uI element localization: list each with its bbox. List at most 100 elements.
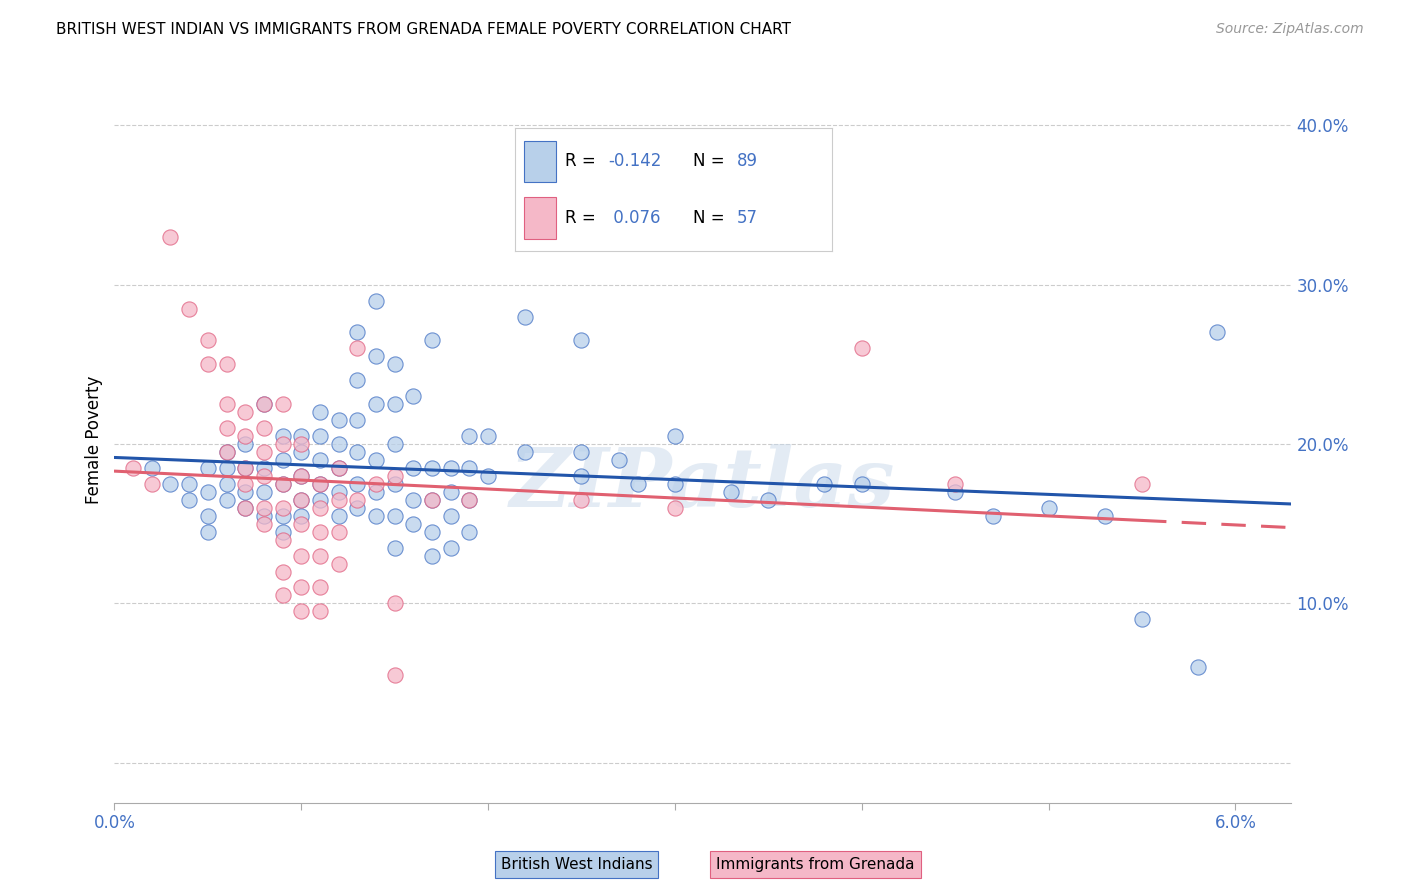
Point — [271, 508, 294, 523]
Point — [159, 229, 181, 244]
Point — [458, 429, 481, 443]
Point — [309, 549, 332, 563]
Point — [346, 445, 368, 459]
Text: ZIPatlas: ZIPatlas — [510, 443, 896, 524]
Point — [215, 461, 238, 475]
Point — [851, 342, 873, 356]
Point — [141, 476, 163, 491]
Point — [309, 405, 332, 419]
Point — [1038, 500, 1060, 515]
Point — [515, 445, 537, 459]
Point — [179, 476, 201, 491]
Point — [328, 413, 350, 427]
Point — [402, 492, 425, 507]
Point — [290, 429, 312, 443]
Point — [440, 461, 463, 475]
Point — [756, 492, 779, 507]
Point — [197, 524, 219, 539]
Point — [384, 668, 406, 682]
Point — [309, 492, 332, 507]
Point — [253, 468, 276, 483]
Point — [458, 492, 481, 507]
Point — [477, 468, 499, 483]
Point — [179, 492, 201, 507]
Point — [402, 516, 425, 531]
Point — [420, 492, 443, 507]
Point — [943, 476, 966, 491]
Point — [328, 492, 350, 507]
Point — [309, 581, 332, 595]
Point — [253, 397, 276, 411]
Point — [458, 461, 481, 475]
Point — [420, 461, 443, 475]
Point — [233, 500, 256, 515]
Text: British West Indians: British West Indians — [501, 857, 652, 872]
Text: BRITISH WEST INDIAN VS IMMIGRANTS FROM GRENADA FEMALE POVERTY CORRELATION CHART: BRITISH WEST INDIAN VS IMMIGRANTS FROM G… — [56, 22, 792, 37]
Point — [720, 484, 742, 499]
Point — [309, 476, 332, 491]
Point — [253, 508, 276, 523]
Point — [384, 596, 406, 610]
Point — [384, 357, 406, 371]
Point — [458, 492, 481, 507]
Point — [253, 397, 276, 411]
Point — [253, 516, 276, 531]
Point — [477, 429, 499, 443]
Point — [309, 604, 332, 618]
Point — [309, 453, 332, 467]
Point — [384, 541, 406, 555]
Point — [364, 484, 387, 499]
Point — [364, 476, 387, 491]
Point — [440, 508, 463, 523]
Point — [346, 326, 368, 340]
Point — [440, 541, 463, 555]
Point — [384, 468, 406, 483]
Point — [384, 437, 406, 451]
Point — [215, 445, 238, 459]
Point — [215, 421, 238, 435]
Point — [328, 461, 350, 475]
Point — [253, 500, 276, 515]
Point — [290, 581, 312, 595]
Point — [458, 524, 481, 539]
Point — [364, 349, 387, 363]
Y-axis label: Female Poverty: Female Poverty — [86, 376, 103, 504]
Point — [309, 429, 332, 443]
Point — [346, 500, 368, 515]
Point — [309, 500, 332, 515]
Point — [233, 461, 256, 475]
Point — [328, 508, 350, 523]
Point — [271, 500, 294, 515]
Point — [290, 437, 312, 451]
Point — [253, 484, 276, 499]
Point — [197, 484, 219, 499]
Point — [384, 476, 406, 491]
Point — [215, 476, 238, 491]
Point — [571, 468, 593, 483]
Point — [1130, 612, 1153, 626]
Point — [233, 461, 256, 475]
Point — [215, 492, 238, 507]
Point — [364, 453, 387, 467]
Point — [271, 476, 294, 491]
Point — [290, 516, 312, 531]
Point — [233, 429, 256, 443]
Point — [197, 461, 219, 475]
Point — [159, 476, 181, 491]
Point — [515, 310, 537, 324]
Point — [290, 492, 312, 507]
Point — [253, 421, 276, 435]
Point — [309, 476, 332, 491]
Point — [402, 389, 425, 403]
Point — [233, 484, 256, 499]
Point — [571, 492, 593, 507]
Point — [328, 437, 350, 451]
Point — [328, 524, 350, 539]
Point — [813, 476, 835, 491]
Point — [233, 500, 256, 515]
Point — [253, 461, 276, 475]
Point — [290, 508, 312, 523]
Text: Immigrants from Grenada: Immigrants from Grenada — [716, 857, 915, 872]
Point — [328, 484, 350, 499]
Point — [271, 397, 294, 411]
